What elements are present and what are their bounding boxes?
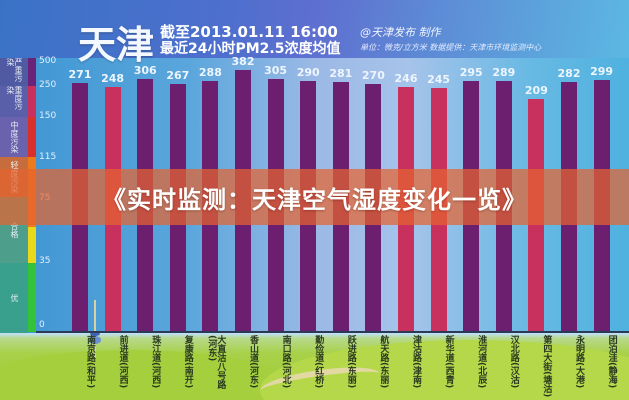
city-title: 天津: [78, 23, 155, 67]
bar-value-label: 209: [524, 84, 548, 97]
bar-value-label: 299: [590, 65, 614, 78]
y-tick-label: 250: [39, 80, 57, 90]
banner-title: 《实时监测：天津空气湿度变化一览》: [102, 185, 527, 214]
bar-value-label: 270: [361, 69, 385, 82]
category-label: 淮河道(北辰): [476, 335, 487, 389]
credit-text: @天津发布 制作: [360, 26, 441, 39]
category-label: 新华道(西青): [443, 335, 454, 389]
category-label: 珠江道(河西): [150, 335, 161, 389]
bar-value-label: 248: [101, 72, 125, 85]
scale-segment: [28, 263, 36, 332]
bar-value-label: 290: [296, 66, 320, 79]
header: 天津 截至2013.01.11 16:00 最近24小时PM2.5浓度均值 @天…: [0, 0, 629, 67]
category-label: 第四大街(塘沽): [541, 335, 552, 398]
bar-value-label: 288: [198, 66, 222, 79]
category-label: 香山道(河东): [248, 335, 258, 389]
bar-value-label: 289: [492, 66, 516, 79]
bar-value-label: 382: [231, 55, 255, 68]
as-of-timestamp: 截至2013.01.11 16:00: [160, 23, 338, 41]
bar-value-label: 246: [394, 72, 418, 85]
category-label: 南京路(和平): [85, 335, 95, 389]
category-label: 前进道(河西): [117, 335, 128, 389]
bar-value-label: 267: [166, 69, 190, 82]
category-label: 航天路(东丽): [378, 335, 389, 389]
y-tick-label: 35: [39, 256, 51, 266]
unit-source-text: 单位：微克/立方米 数据提供：天津市环境监测中心: [360, 43, 542, 52]
chart-subtitle: 最近24小时PM2.5浓度均值: [160, 41, 341, 57]
y-tick-label: 500: [39, 56, 57, 66]
scale-segment: [28, 58, 36, 86]
category-label: 团泊洼(静海): [606, 335, 617, 389]
title-banner: 《实时监测：天津空气湿度变化一览》: [0, 169, 629, 225]
y-tick-label: 115: [39, 152, 57, 162]
tv-tower-icon: [89, 300, 101, 360]
category-label: 大直沽八号路(河东): [206, 335, 226, 389]
y-tick-label: 150: [39, 111, 57, 121]
y-tick-label: 0: [39, 320, 45, 330]
bar-value-label: 295: [459, 66, 483, 79]
category-label: 勤俭道(红桥): [313, 335, 324, 389]
x-axis-line: [36, 331, 629, 333]
category-label: 永明路(大港): [574, 335, 584, 389]
band-label: 优: [0, 263, 28, 333]
band-label: 严重污染: [0, 58, 28, 86]
category-label: 南口路(河北): [280, 335, 291, 389]
category-label: 津沽路(津南): [411, 335, 421, 389]
scale-segment: [28, 117, 36, 157]
bar-value-label: 306: [133, 64, 157, 77]
bar-value-label: 282: [557, 67, 581, 80]
bar-value-label: 305: [264, 64, 288, 77]
category-label: 复康路(南开): [182, 335, 193, 389]
category-label: 跃进路(东丽): [345, 335, 356, 389]
bar-value-label: 245: [427, 73, 451, 86]
bar-value-label: 271: [68, 68, 92, 81]
bar-value-label: 281: [329, 67, 353, 80]
scale-segment: [28, 227, 36, 263]
band-label: 中度污染: [0, 117, 28, 157]
category-label: 汉北路(汉沽): [508, 335, 519, 389]
band-label: 重度污染: [0, 86, 28, 117]
scale-segment: [28, 86, 36, 117]
